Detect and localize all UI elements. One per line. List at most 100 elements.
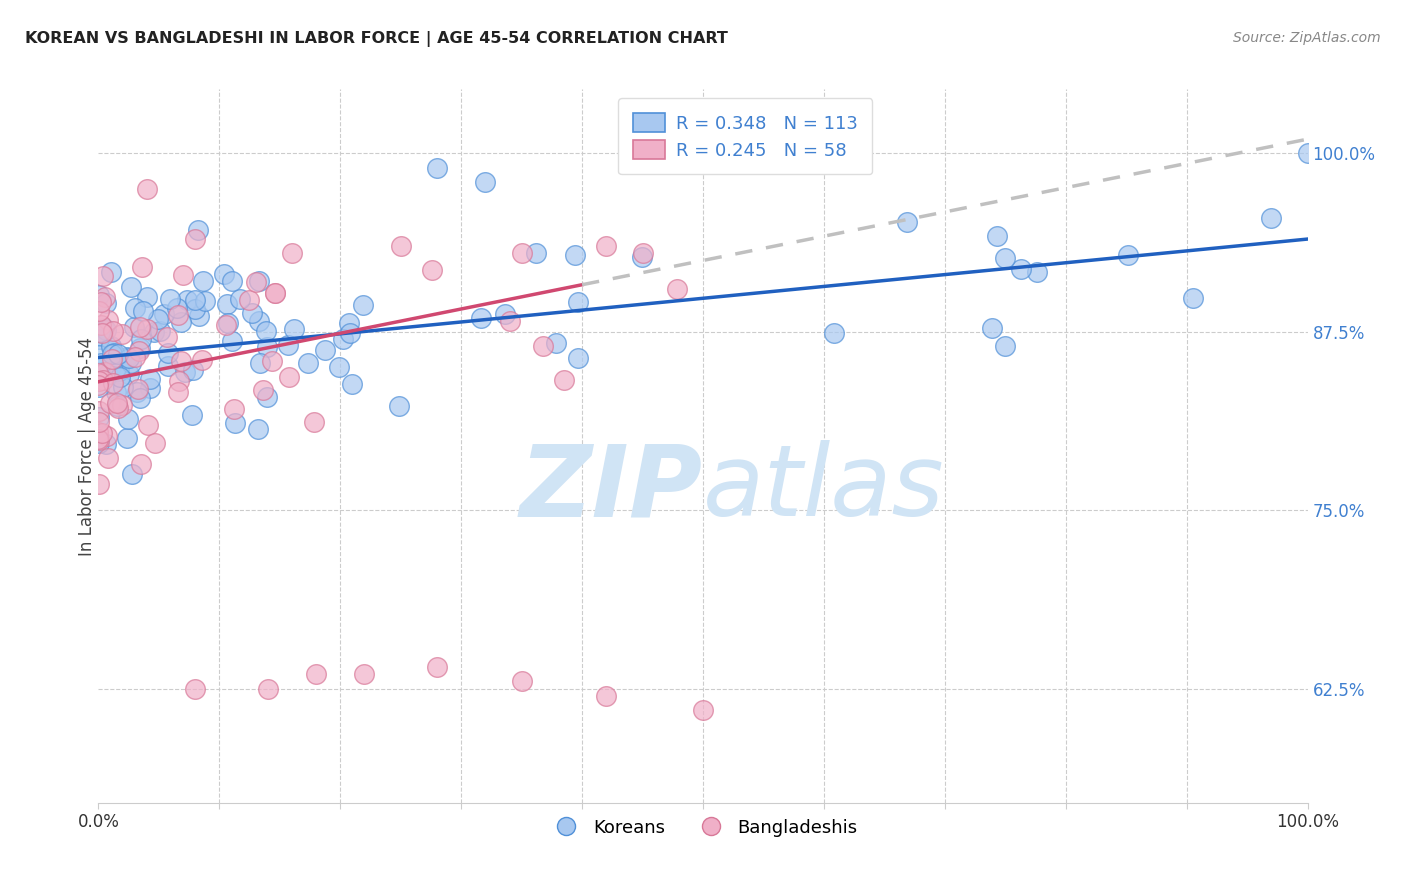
- Point: [156, 346, 179, 360]
- Point: [252, 383, 274, 397]
- Point: [118, 351, 141, 365]
- Point: [87, 347, 110, 361]
- Point: [264, 285, 287, 300]
- Point: [131, 457, 153, 471]
- Point: [183, 363, 205, 377]
- Point: [510, 674, 533, 689]
- Point: [111, 398, 134, 412]
- Point: [159, 292, 181, 306]
- Point: [89, 365, 111, 379]
- Point: [176, 293, 198, 307]
- Point: [101, 351, 124, 366]
- Point: [167, 384, 190, 399]
- Point: [214, 267, 236, 281]
- Point: [278, 370, 301, 384]
- Point: [184, 681, 207, 696]
- Point: [105, 360, 128, 375]
- Point: [87, 377, 110, 392]
- Point: [221, 334, 243, 349]
- Point: [986, 229, 1008, 244]
- Point: [87, 425, 110, 439]
- Point: [181, 408, 204, 422]
- Point: [104, 350, 127, 364]
- Point: [297, 356, 319, 370]
- Point: [93, 321, 115, 335]
- Point: [264, 286, 287, 301]
- Point: [87, 433, 110, 447]
- Point: [87, 415, 110, 429]
- Point: [1296, 146, 1319, 161]
- Point: [389, 239, 412, 253]
- Point: [87, 288, 110, 302]
- Point: [90, 425, 112, 440]
- Point: [98, 396, 121, 410]
- Point: [426, 660, 449, 674]
- Y-axis label: In Labor Force | Age 45-54: In Labor Force | Age 45-54: [79, 336, 96, 556]
- Point: [564, 247, 586, 261]
- Point: [108, 363, 131, 377]
- Point: [994, 251, 1017, 265]
- Point: [283, 322, 305, 336]
- Point: [823, 326, 845, 340]
- Point: [94, 290, 117, 304]
- Point: [254, 324, 277, 338]
- Point: [94, 323, 117, 337]
- Point: [87, 380, 110, 394]
- Point: [129, 391, 152, 405]
- Point: [91, 373, 114, 387]
- Point: [90, 318, 112, 333]
- Point: [124, 301, 146, 315]
- Point: [118, 368, 141, 382]
- Point: [91, 326, 114, 340]
- Point: [595, 239, 617, 253]
- Point: [153, 307, 176, 321]
- Point: [101, 376, 124, 390]
- Point: [100, 347, 122, 361]
- Point: [149, 324, 172, 338]
- Point: [191, 352, 214, 367]
- Point: [129, 319, 152, 334]
- Point: [340, 376, 363, 391]
- Point: [631, 251, 654, 265]
- Point: [353, 667, 375, 681]
- Point: [665, 282, 688, 296]
- Point: [191, 274, 214, 288]
- Text: atlas: atlas: [703, 441, 945, 537]
- Point: [87, 432, 110, 446]
- Point: [184, 293, 207, 307]
- Point: [89, 325, 111, 339]
- Point: [184, 232, 207, 246]
- Point: [692, 703, 714, 717]
- Point: [247, 422, 270, 436]
- Point: [87, 435, 110, 450]
- Point: [157, 359, 180, 374]
- Point: [129, 332, 152, 346]
- Point: [128, 341, 150, 355]
- Point: [97, 450, 120, 465]
- Point: [135, 182, 157, 196]
- Point: [187, 310, 209, 324]
- Point: [994, 339, 1017, 353]
- Point: [896, 215, 918, 229]
- Point: [100, 340, 122, 354]
- Point: [187, 223, 209, 237]
- Point: [420, 262, 443, 277]
- Point: [277, 337, 299, 351]
- Point: [238, 293, 260, 308]
- Point: [107, 401, 129, 415]
- Point: [136, 289, 159, 303]
- Point: [221, 274, 243, 288]
- Point: [89, 304, 111, 318]
- Point: [1025, 265, 1047, 279]
- Point: [143, 435, 166, 450]
- Point: [94, 296, 117, 310]
- Point: [170, 315, 193, 329]
- Point: [217, 297, 239, 311]
- Point: [305, 667, 328, 681]
- Point: [139, 372, 162, 386]
- Point: [115, 431, 138, 445]
- Point: [256, 390, 278, 404]
- Point: [103, 345, 125, 359]
- Point: [136, 417, 159, 432]
- Point: [256, 340, 278, 354]
